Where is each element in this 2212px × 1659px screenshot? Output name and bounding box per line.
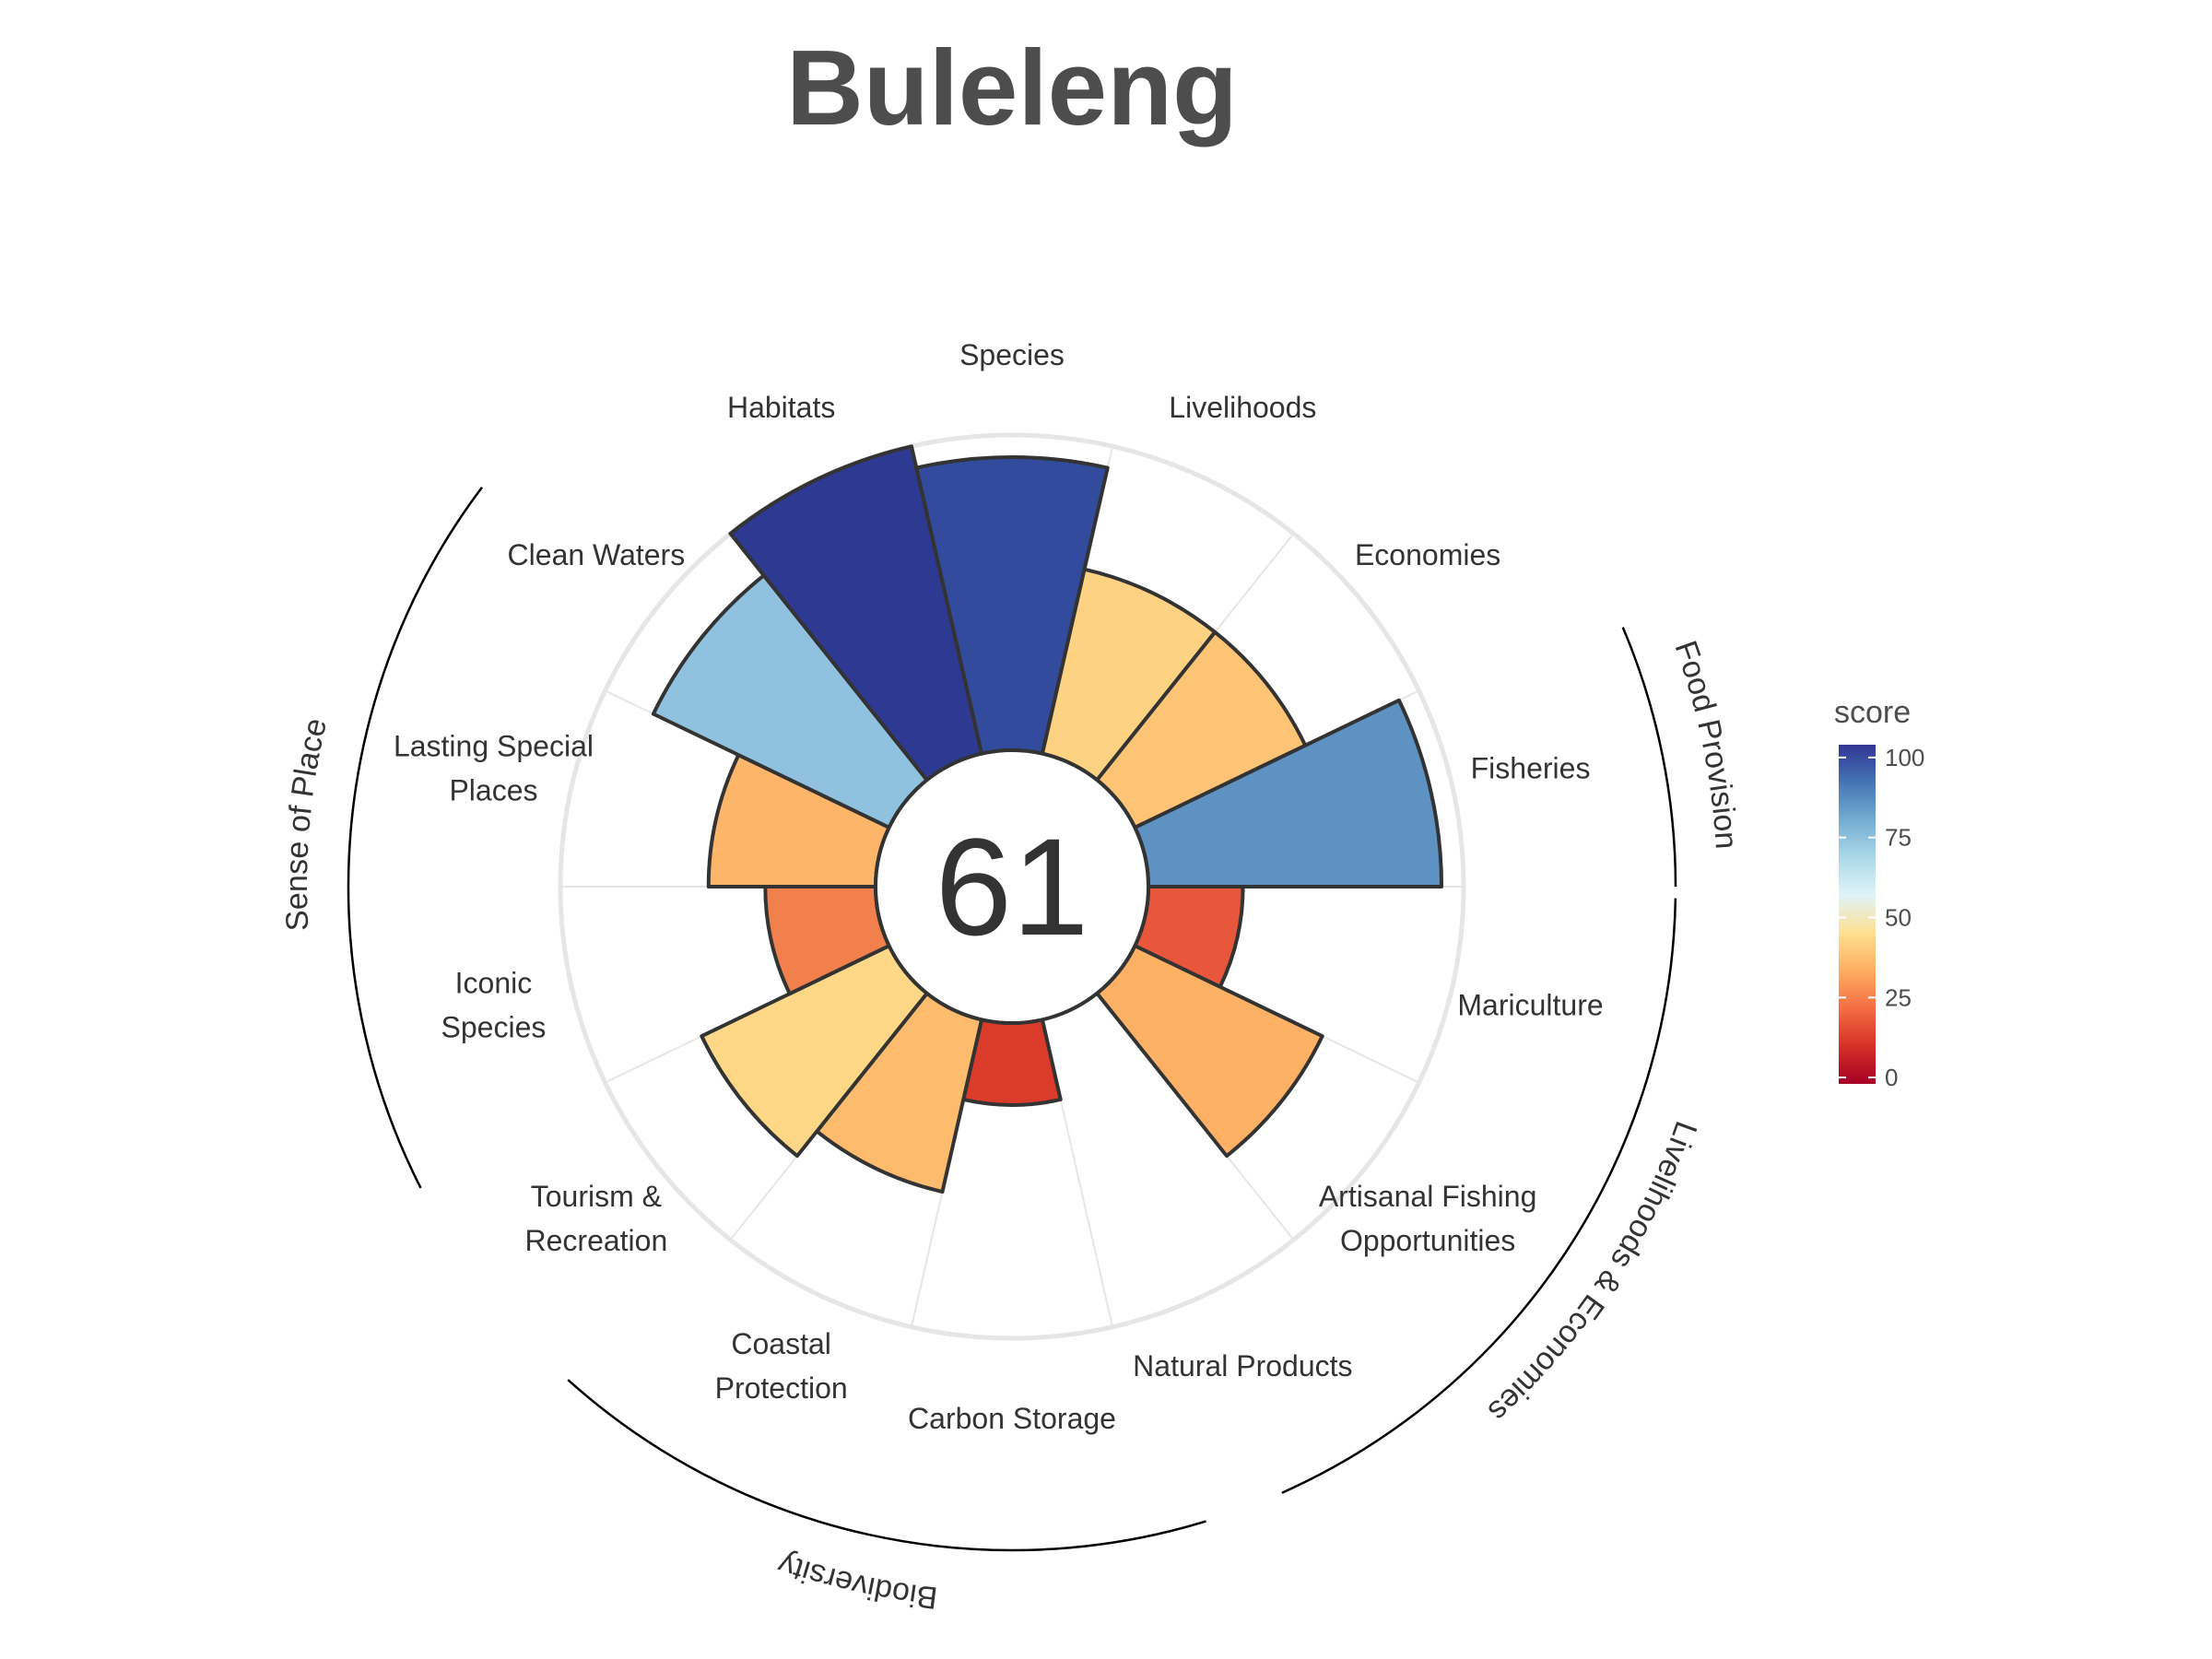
goal-label: Artisanal Fishing Opportunities bbox=[1319, 1180, 1537, 1257]
goal-label: Tourism & Recreation bbox=[525, 1180, 668, 1257]
goal-label: Lasting Special Places bbox=[394, 730, 594, 807]
overall-score: 61 bbox=[935, 809, 1089, 964]
goal-label: Iconic Species bbox=[441, 966, 547, 1043]
group-arc bbox=[1281, 898, 1677, 1494]
chart-title: Buleleng bbox=[786, 28, 1238, 147]
legend-colorbar bbox=[1839, 745, 1876, 1084]
goal-label: Livelihoods bbox=[1169, 391, 1316, 424]
legend-tick-label: 25 bbox=[1885, 983, 1912, 1011]
goal-label: Economies bbox=[1355, 538, 1500, 571]
goal-label: Coastal Protection bbox=[715, 1327, 848, 1405]
goal-label: Habitats bbox=[727, 391, 835, 424]
goal-label: Clean Waters bbox=[508, 538, 686, 571]
group-label: Food Provision bbox=[1667, 636, 1744, 850]
goal-label: Carbon Storage bbox=[908, 1402, 1116, 1435]
goal-label: Fisheries bbox=[1471, 752, 1591, 785]
legend-tick-label: 0 bbox=[1885, 1064, 1898, 1091]
goal-label: Mariculture bbox=[1457, 988, 1603, 1021]
group-label: Biodiversity bbox=[773, 1547, 939, 1616]
group-arc bbox=[567, 1379, 1206, 1552]
legend: score 100 75 50 25 0 bbox=[1834, 695, 1924, 1091]
legend-tick-label: 100 bbox=[1885, 744, 1924, 771]
legend-tick-label: 75 bbox=[1885, 824, 1912, 852]
group-label: Sense of Place bbox=[279, 715, 334, 932]
goal-labels: Fisheries Mariculture Artisanal Fishing Opp… bbox=[394, 338, 1604, 1435]
group-arc bbox=[347, 486, 483, 1189]
goal-label: Natural Products bbox=[1133, 1349, 1352, 1382]
legend-tick-label: 50 bbox=[1885, 903, 1912, 931]
legend-title: score bbox=[1834, 695, 1911, 730]
center-circle bbox=[874, 748, 1150, 1025]
group-arc bbox=[1621, 627, 1677, 888]
group-label: Livelihoods & Economies bbox=[1481, 1117, 1703, 1430]
goal-label: Species bbox=[959, 338, 1065, 371]
